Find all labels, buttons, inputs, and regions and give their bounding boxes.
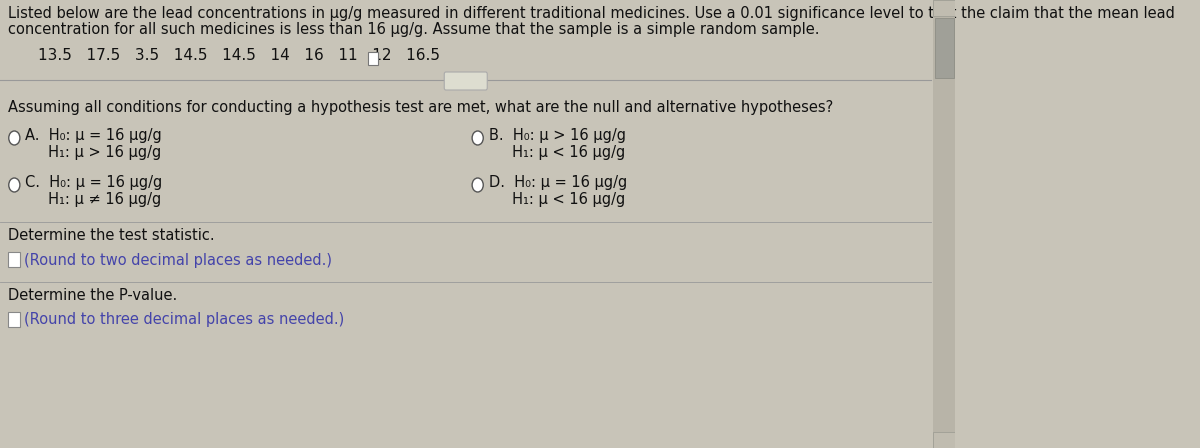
Text: concentration for all such medicines is less than 16 μg/g. Assume that the sampl: concentration for all such medicines is …: [8, 22, 820, 37]
Text: ▴: ▴: [946, 125, 952, 135]
Circle shape: [472, 178, 484, 192]
FancyBboxPatch shape: [444, 72, 487, 90]
Text: A.  H₀: μ = 16 μg/g: A. H₀: μ = 16 μg/g: [25, 128, 162, 143]
Bar: [8, 252, 20, 267]
Text: ▲: ▲: [941, 4, 948, 13]
Text: ...: ...: [466, 76, 476, 86]
Bar: [8, 312, 20, 327]
Text: Listed below are the lead concentrations in μg/g measured in different tradition: Listed below are the lead concentrations…: [8, 6, 1175, 21]
Text: Assuming all conditions for conducting a hypothesis test are met, what are the n: Assuming all conditions for conducting a…: [8, 100, 833, 115]
Bar: [934, 0, 955, 448]
Circle shape: [472, 131, 484, 145]
Text: Determine the test statistic.: Determine the test statistic.: [8, 228, 215, 243]
Bar: [934, 0, 955, 16]
Circle shape: [8, 178, 20, 192]
Text: ▼: ▼: [941, 435, 948, 444]
Text: 13.5   17.5   3.5   14.5   14.5   14   16   11   12   16.5: 13.5 17.5 3.5 14.5 14.5 14 16 11 12 16.5: [38, 48, 440, 63]
Text: H₁: μ < 16 μg/g: H₁: μ < 16 μg/g: [488, 192, 625, 207]
Bar: [935, 18, 954, 78]
Circle shape: [8, 131, 20, 145]
Bar: [934, 432, 955, 448]
Text: H₁: μ > 16 μg/g: H₁: μ > 16 μg/g: [25, 145, 162, 160]
Text: C.  H₀: μ = 16 μg/g: C. H₀: μ = 16 μg/g: [25, 175, 163, 190]
Bar: [368, 52, 378, 65]
Text: D.  H₀: μ = 16 μg/g: D. H₀: μ = 16 μg/g: [488, 175, 628, 190]
Text: Determine the P-value.: Determine the P-value.: [8, 288, 178, 303]
Text: B.  H₀: μ > 16 μg/g: B. H₀: μ > 16 μg/g: [488, 128, 626, 143]
Text: (Round to two decimal places as needed.): (Round to two decimal places as needed.): [24, 253, 332, 268]
Text: H₁: μ ≠ 16 μg/g: H₁: μ ≠ 16 μg/g: [25, 192, 162, 207]
Text: H₁: μ < 16 μg/g: H₁: μ < 16 μg/g: [488, 145, 625, 160]
Text: (Round to three decimal places as needed.): (Round to three decimal places as needed…: [24, 312, 344, 327]
